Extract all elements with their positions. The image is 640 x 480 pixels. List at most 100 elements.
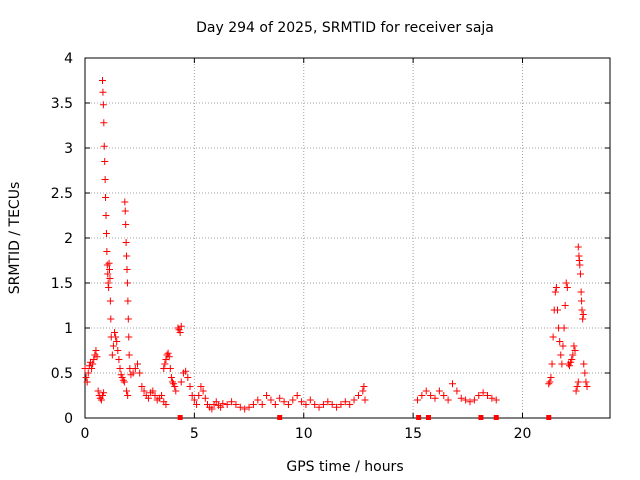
y-tick-label: 4 [64, 51, 73, 67]
data-point [557, 351, 565, 359]
data-point [94, 387, 102, 395]
data-point [551, 288, 559, 296]
data-point [548, 360, 556, 368]
data-point [208, 405, 216, 413]
data-point [158, 392, 166, 399]
data-point [172, 387, 180, 395]
data-point [116, 365, 124, 372]
data-point [570, 342, 578, 350]
baseline-point [177, 415, 183, 420]
data-point [174, 324, 182, 332]
data-point [136, 369, 144, 377]
data-point [271, 401, 279, 408]
data-point [104, 270, 112, 278]
data-point [254, 396, 262, 404]
data-point [462, 396, 470, 404]
data-point [177, 378, 185, 386]
data-point [280, 398, 288, 406]
data-point [100, 119, 108, 127]
data-point [571, 347, 579, 354]
data-point [164, 349, 172, 357]
y-tick-label: 1.5 [51, 276, 73, 292]
data-point [171, 383, 179, 390]
data-point [166, 365, 174, 372]
data-point [263, 392, 271, 399]
data-point [547, 374, 555, 381]
data-point [249, 401, 257, 408]
data-point [105, 259, 113, 267]
data-point [190, 396, 198, 404]
data-point [219, 400, 227, 408]
data-point [552, 284, 560, 291]
data-point [561, 302, 569, 309]
data-point [186, 383, 194, 390]
data-point [195, 392, 203, 399]
data-point [566, 362, 574, 370]
x-axis-label: GPS time / hours [286, 459, 403, 475]
data-point [124, 315, 132, 323]
x-tick-label: 15 [404, 426, 422, 442]
baseline-point [425, 415, 431, 420]
y-tick-label: 2 [64, 231, 73, 247]
data-point [92, 347, 100, 354]
data-point [103, 248, 111, 255]
data-point [134, 360, 141, 368]
data-point [176, 329, 184, 336]
data-point [106, 297, 114, 305]
data-point [161, 360, 169, 368]
data-point [311, 401, 319, 408]
baseline-point [546, 415, 552, 420]
data-point [444, 396, 452, 404]
y-tick-label: 3.5 [51, 96, 73, 112]
data-point [167, 374, 175, 381]
data-point [576, 270, 584, 278]
data-point [121, 198, 129, 206]
data-point [101, 158, 109, 165]
data-point [106, 275, 114, 282]
data-point [427, 392, 435, 399]
data-point [563, 284, 571, 291]
data-point [144, 394, 152, 402]
data-point [333, 403, 341, 411]
data-point [573, 383, 581, 390]
data-point [579, 311, 587, 318]
data-point [315, 403, 323, 411]
data-point [559, 342, 567, 350]
data-point [582, 378, 590, 386]
data-point [122, 239, 130, 246]
data-point [184, 374, 192, 381]
data-point [217, 403, 225, 411]
data-point [99, 101, 107, 109]
data-point [123, 279, 131, 287]
data-point [562, 279, 570, 287]
data-point [453, 387, 461, 395]
data-point [89, 360, 97, 368]
x-tick-label: 5 [190, 426, 199, 442]
data-point [245, 403, 253, 411]
data-point [276, 394, 284, 402]
y-tick-label: 0.5 [51, 366, 73, 382]
data-point [319, 401, 327, 408]
data-point [579, 315, 587, 323]
data-point [574, 243, 582, 251]
data-point [100, 389, 108, 397]
data-point [549, 333, 557, 341]
data-point [99, 77, 106, 84]
data-point [102, 230, 110, 237]
data-point [162, 401, 170, 408]
data-point [583, 383, 591, 390]
data-point [113, 338, 121, 345]
data-point [457, 394, 465, 402]
data-point [414, 396, 421, 404]
data-point [359, 387, 367, 395]
data-point [81, 365, 89, 372]
baseline-point [277, 415, 283, 420]
data-point [440, 392, 448, 399]
data-point [241, 405, 249, 413]
data-point [435, 387, 443, 395]
data-point [112, 333, 120, 341]
data-point [267, 396, 275, 404]
data-point [418, 392, 426, 399]
data-point [93, 353, 101, 361]
data-point [123, 252, 131, 260]
